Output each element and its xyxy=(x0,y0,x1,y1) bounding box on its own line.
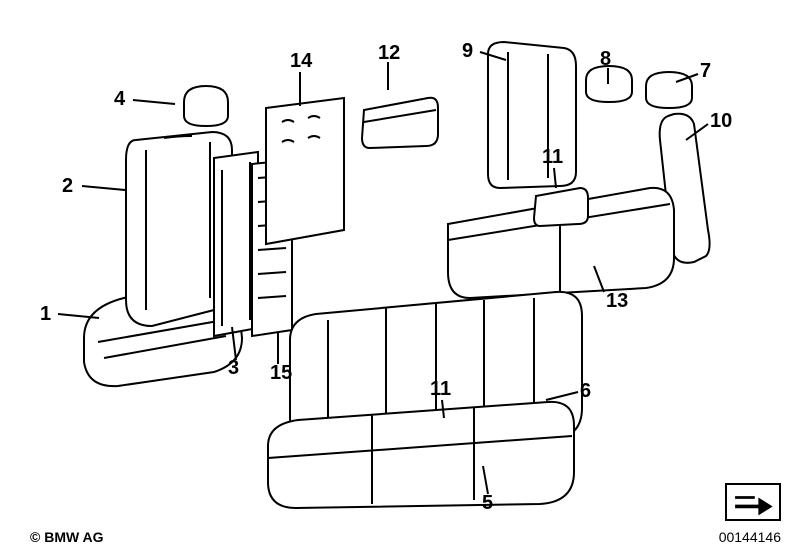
callout-3: 3 xyxy=(228,357,239,380)
part-7-rear-headrest-right xyxy=(640,68,698,112)
diagram-stage: 1 2 3 4 5 6 7 8 9 10 11 11 12 13 14 15 ©… xyxy=(0,0,799,559)
callout-10: 10 xyxy=(710,110,732,133)
part-11-rear-armrest-upper xyxy=(530,180,592,228)
callout-7: 7 xyxy=(700,60,711,83)
callout-15: 15 xyxy=(270,362,292,385)
callout-12: 12 xyxy=(378,42,400,65)
callout-5: 5 xyxy=(482,492,493,515)
part-5-rear-bench-cushion xyxy=(260,400,580,510)
image-id-text: 00144146 xyxy=(719,529,781,545)
callout-11a: 11 xyxy=(542,146,563,169)
callout-6: 6 xyxy=(580,380,591,403)
callout-4: 4 xyxy=(114,88,125,111)
callout-8: 8 xyxy=(600,48,611,71)
callout-9: 9 xyxy=(462,40,473,63)
continuation-arrow-icon xyxy=(725,483,781,521)
part-4-front-headrest xyxy=(176,82,236,130)
callout-13: 13 xyxy=(606,290,628,313)
callout-11b: 11 xyxy=(430,378,451,401)
callout-1: 1 xyxy=(40,303,51,326)
part-12-center-cover xyxy=(358,92,444,150)
part-9-rear-back-split xyxy=(480,40,580,190)
callout-14: 14 xyxy=(290,50,312,73)
callout-2: 2 xyxy=(62,175,73,198)
copyright-text: © BMW AG xyxy=(30,529,104,545)
part-14-back-panel xyxy=(258,96,352,246)
